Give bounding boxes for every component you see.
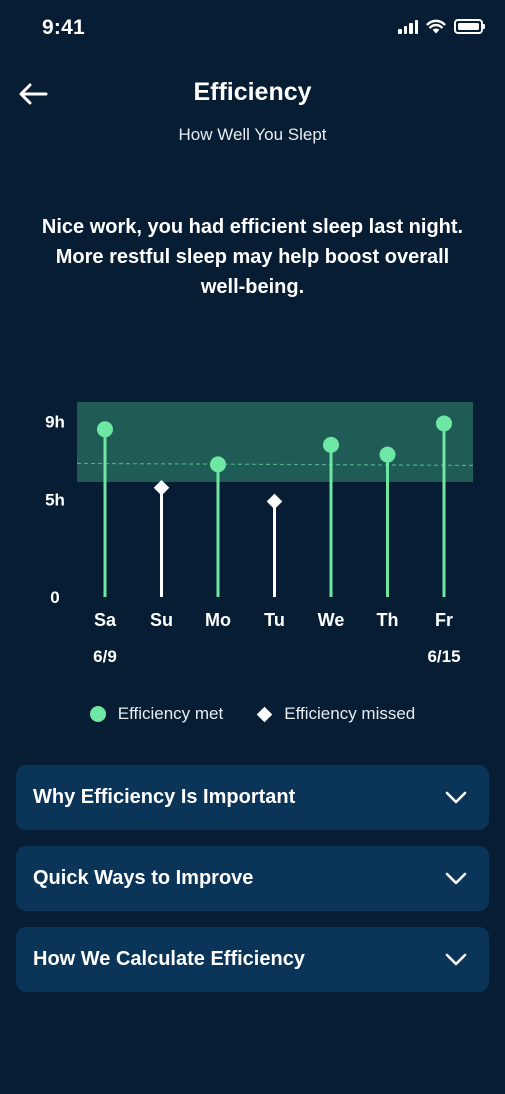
x-tick-label: We xyxy=(318,610,345,630)
x-tick-label: Th xyxy=(377,610,399,630)
efficiency-missed-point xyxy=(153,480,170,496)
accordion-label: Why Efficiency Is Important xyxy=(33,786,296,808)
signal-icon xyxy=(398,19,418,34)
status-time: 9:41 xyxy=(42,16,85,39)
legend-missed: Efficiency missed xyxy=(256,704,416,724)
efficiency-chart-svg: 9h 5h 0 Sa 6/9 Su Mo Tu We Th Fr 6/15 xyxy=(45,402,474,666)
page-subtitle: How Well You Slept xyxy=(178,125,327,144)
date-label: 6/15 xyxy=(427,647,460,666)
date-label: 6/9 xyxy=(93,647,117,666)
x-tick-label: Su xyxy=(150,610,173,630)
accordion-label: How We Calculate Efficiency xyxy=(33,948,305,970)
efficiency-missed-point xyxy=(266,493,283,510)
arrow-left-icon xyxy=(19,83,48,105)
chevron-down-icon xyxy=(445,949,467,971)
efficiency-met-point xyxy=(323,436,339,453)
accordion-how-calculated[interactable]: How We Calculate Efficiency xyxy=(16,927,489,992)
target-band xyxy=(77,402,473,482)
chevron-down-icon xyxy=(445,868,467,890)
efficiency-met-point xyxy=(97,421,113,438)
legend-met: Efficiency met xyxy=(89,704,224,724)
chevron-down-icon xyxy=(445,787,467,809)
accordion-label: Quick Ways to Improve xyxy=(33,867,254,889)
y-tick-label: 9h xyxy=(45,413,65,432)
x-tick-label: Tu xyxy=(264,610,285,630)
x-tick-label: Sa xyxy=(94,610,117,630)
legend-met-label: Efficiency met xyxy=(117,704,224,723)
accordion-quick-ways[interactable]: Quick Ways to Improve xyxy=(16,846,489,911)
legend-missed-label: Efficiency missed xyxy=(284,704,416,723)
efficiency-message: Nice work, you had efficient sleep last … xyxy=(41,216,464,298)
missed-diamond-icon xyxy=(256,706,273,722)
target-line xyxy=(76,462,474,466)
efficiency-met-point xyxy=(436,415,452,432)
wifi-icon xyxy=(426,19,446,34)
battery-icon xyxy=(454,19,485,34)
met-dot-icon xyxy=(89,706,106,722)
accordion-why-important[interactable]: Why Efficiency Is Important xyxy=(16,765,489,830)
back-button[interactable] xyxy=(16,80,50,108)
x-tick-label: Fr xyxy=(435,610,453,630)
chart-legend: Efficiency met Efficiency missed xyxy=(0,704,505,724)
y-tick-label: 0 xyxy=(50,588,59,607)
x-tick-label: Mo xyxy=(205,610,231,630)
page-title: Efficiency xyxy=(193,78,312,106)
y-tick-label: 5h xyxy=(45,491,65,510)
efficiency-chart: 9h 5h 0 Sa 6/9 Su Mo Tu We Th Fr 6/15 xyxy=(0,380,505,690)
status-icons xyxy=(398,19,485,34)
efficiency-met-point xyxy=(210,456,226,473)
efficiency-met-point xyxy=(379,446,396,463)
